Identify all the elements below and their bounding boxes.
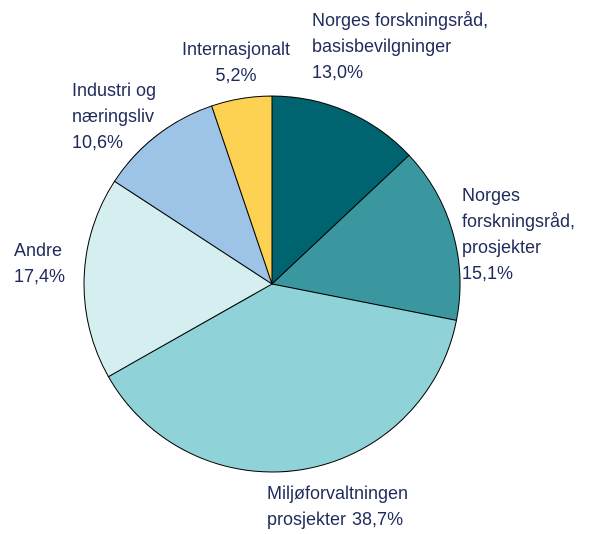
value-label: 17,4% — [14, 266, 65, 286]
label-line: Norges forskningsråd, — [312, 10, 488, 30]
slice-label: Miljøforvaltningen prosjekter 38,7% — [267, 483, 408, 529]
pie-slice — [83, 180, 273, 378]
label-line: Industri og — [72, 80, 156, 100]
label-line: Internasjonalt — [182, 39, 290, 59]
value-label: 13,0% — [312, 62, 363, 82]
value-label: 5,2% — [215, 65, 256, 85]
slice-label: Norges forskningsråd, prosjekter 15,1% — [462, 185, 575, 283]
label-line: Miljøforvaltningen — [267, 483, 408, 503]
slice-label: Industri og næringsliv 10,6% — [72, 80, 156, 152]
pie-slice — [113, 105, 273, 286]
slice-label: Internasjonalt 5,2% — [182, 39, 290, 85]
label-line: basisbevilgninger — [312, 36, 451, 56]
pie-slice — [211, 95, 273, 285]
label-line: prosjekter — [267, 509, 346, 529]
value-label: 15,1% — [462, 263, 513, 283]
label-line: prosjekter — [462, 237, 541, 257]
label-line: Norges — [462, 185, 520, 205]
pie-slice — [270, 154, 461, 321]
slice-label: Andre 17,4% — [14, 240, 65, 286]
pie-slice — [271, 95, 410, 286]
slice-label: Norges forskningsråd, basisbevilgninger 13… — [312, 10, 488, 82]
label-line: næringsliv — [72, 106, 154, 126]
value-label: 38,7% — [352, 509, 403, 529]
label-line: Andre — [14, 240, 62, 260]
label-line: forskningsråd, — [462, 211, 575, 231]
pie-slice — [107, 283, 458, 473]
value-label: 10,6% — [72, 132, 123, 152]
